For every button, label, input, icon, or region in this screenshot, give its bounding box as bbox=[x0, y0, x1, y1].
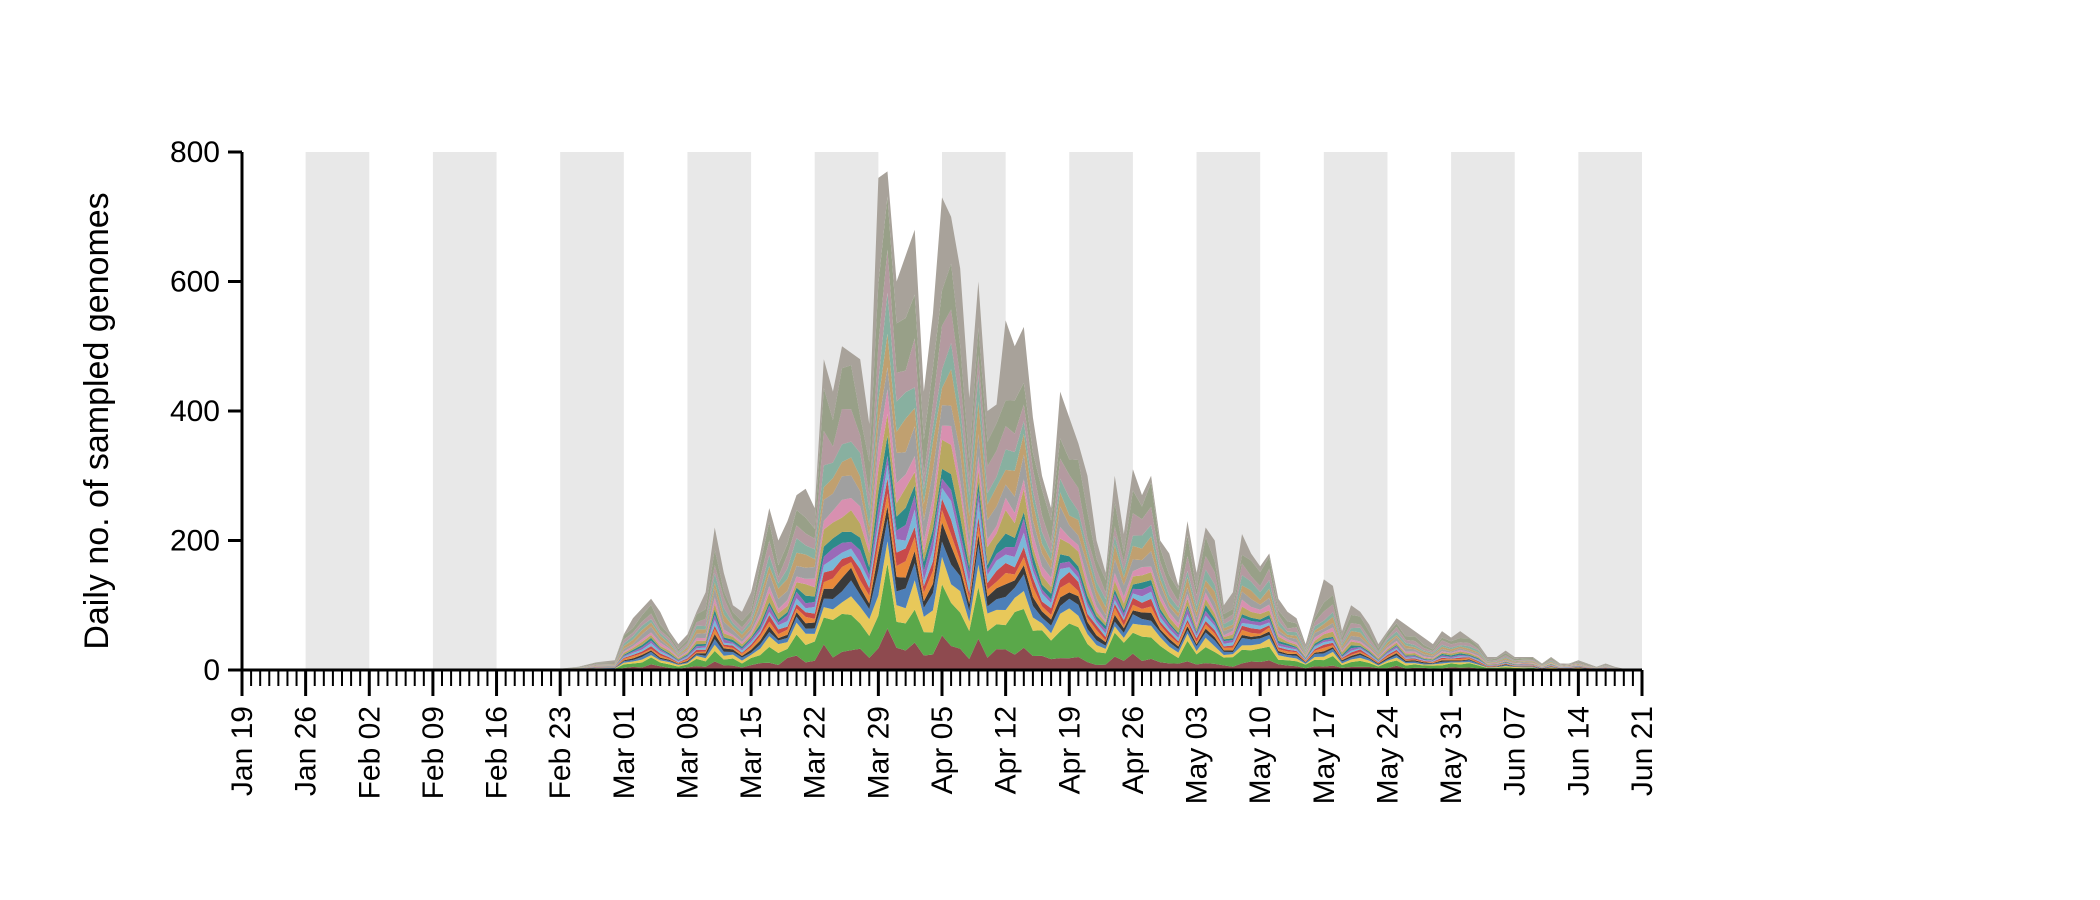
x-tick-label: Jan 26 bbox=[290, 706, 323, 796]
week-shade-band bbox=[1323, 152, 1388, 670]
x-tick-label: Jun 07 bbox=[1499, 706, 1532, 796]
week-shade-band bbox=[1451, 152, 1515, 670]
x-tick-label: May 17 bbox=[1308, 706, 1341, 804]
x-tick-label: Mar 08 bbox=[671, 706, 704, 799]
x-tick-label: Mar 22 bbox=[799, 706, 832, 799]
week-shade-band bbox=[560, 152, 624, 670]
series-area bbox=[560, 628, 1633, 670]
x-tick-label: Feb 23 bbox=[544, 706, 577, 799]
x-tick-label: Apr 19 bbox=[1053, 706, 1086, 794]
x-tick-label: Jan 19 bbox=[226, 706, 259, 796]
x-tick-label: Apr 05 bbox=[926, 706, 959, 794]
y-axis-title: Daily no. of sampled genomes bbox=[78, 192, 116, 649]
y-tick-label: 800 bbox=[170, 136, 220, 169]
week-shade-band bbox=[1578, 152, 1642, 670]
x-tick-label: Mar 15 bbox=[735, 706, 768, 799]
x-tick-label: May 31 bbox=[1435, 706, 1468, 804]
x-tick-label: Apr 26 bbox=[1117, 706, 1150, 794]
x-axis-ticks: Jan 19 Jan 26 Feb 02 Feb 09 Feb 16 Feb 23 Mar … bbox=[226, 670, 1659, 804]
y-tick-label: 600 bbox=[170, 266, 220, 299]
y-tick-label: 0 bbox=[203, 654, 220, 687]
x-tick-label: Apr 12 bbox=[990, 706, 1023, 794]
y-tick-label: 200 bbox=[170, 525, 220, 558]
week-shade-band bbox=[305, 152, 370, 670]
x-tick-label: Mar 01 bbox=[608, 706, 641, 799]
x-tick-label: May 24 bbox=[1371, 706, 1404, 804]
x-tick-label: Feb 09 bbox=[417, 706, 450, 799]
x-tick-label: Jun 21 bbox=[1626, 706, 1659, 796]
week-shade-band bbox=[432, 152, 497, 670]
stacked-areas bbox=[560, 171, 1633, 671]
x-tick-label: Jun 14 bbox=[1562, 706, 1595, 796]
series-area bbox=[560, 506, 1633, 670]
x-tick-label: Mar 29 bbox=[862, 706, 895, 799]
series-area bbox=[560, 493, 1633, 670]
series-area bbox=[560, 563, 1633, 670]
y-tick-label: 400 bbox=[170, 395, 220, 428]
x-tick-label: Feb 16 bbox=[481, 706, 514, 799]
x-tick-label: May 10 bbox=[1244, 706, 1277, 804]
x-tick-label: Feb 02 bbox=[353, 706, 386, 799]
x-tick-label: May 03 bbox=[1181, 706, 1214, 804]
y-axis-ticks: 0 200 400 600 800 bbox=[170, 136, 242, 687]
